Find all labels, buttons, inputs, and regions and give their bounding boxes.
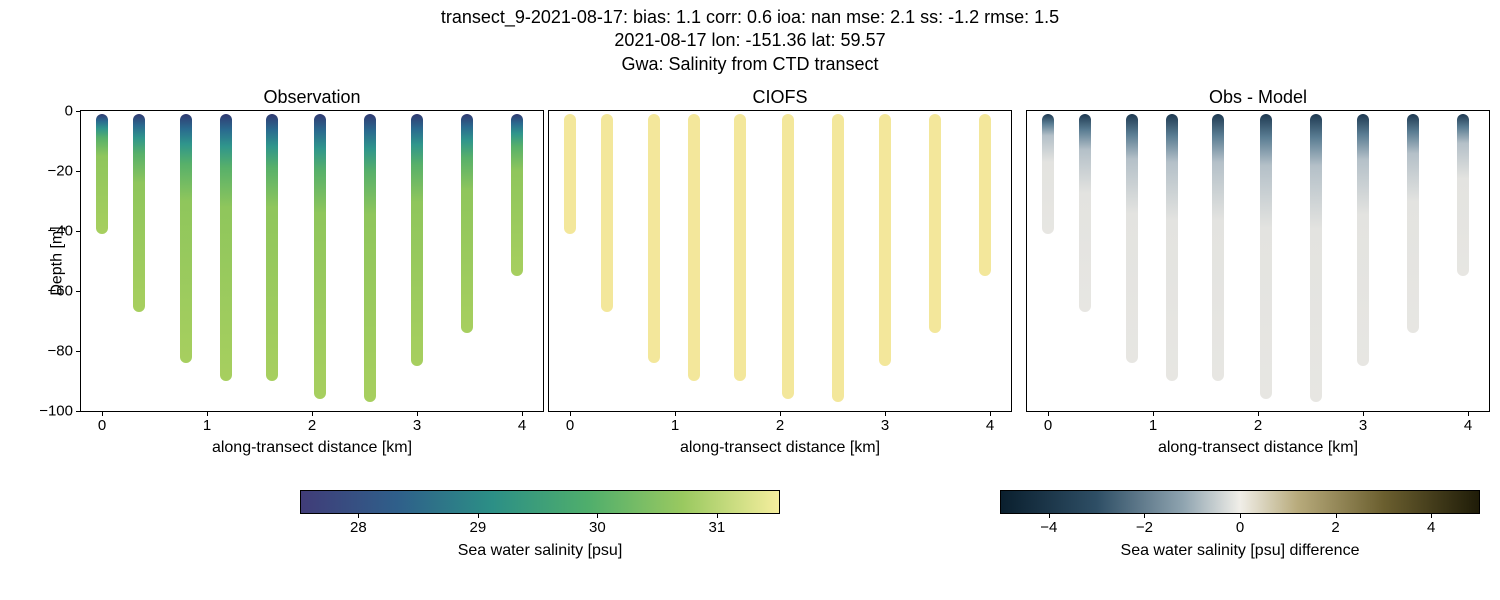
profile-bar xyxy=(1260,114,1272,399)
y-tick-mark xyxy=(76,171,81,172)
profile-bar xyxy=(1126,114,1138,363)
x-axis-label: along-transect distance [km] xyxy=(81,411,543,457)
panel-title: CIOFS xyxy=(549,87,1011,108)
profile-bar xyxy=(601,114,613,312)
title-line-2: 2021-08-17 lon: -151.36 lat: 59.57 xyxy=(0,29,1500,52)
profile-bar xyxy=(461,114,473,333)
colorbar-tick-mark xyxy=(1431,513,1432,518)
colorbar-tick-mark xyxy=(1240,513,1241,518)
profile-bar xyxy=(364,114,376,402)
profile-bar xyxy=(1042,114,1054,234)
chart-title-block: transect_9-2021-08-17: bias: 1.1 corr: 0… xyxy=(0,0,1500,76)
title-line-1: transect_9-2021-08-17: bias: 1.1 corr: 0… xyxy=(0,6,1500,29)
title-line-3: Gwa: Salinity from CTD transect xyxy=(0,53,1500,76)
y-tick-mark xyxy=(76,351,81,352)
panel-title: Obs - Model xyxy=(1027,87,1489,108)
x-axis-label: along-transect distance [km] xyxy=(549,411,1011,457)
y-tick-mark xyxy=(76,111,81,112)
colorbar-tick-mark xyxy=(1144,513,1145,518)
colorbar-tick-mark xyxy=(597,513,598,518)
profile-bar xyxy=(734,114,746,381)
profile-bar xyxy=(1457,114,1469,276)
x-axis-label: along-transect distance [km] xyxy=(1027,411,1489,457)
profile-bar xyxy=(133,114,145,312)
panel-obs: Observation0−20−40−60−80−100Depth [m]012… xyxy=(80,110,544,412)
profile-bar xyxy=(1310,114,1322,402)
profile-bar xyxy=(832,114,844,402)
profile-bar xyxy=(96,114,108,234)
profile-bar xyxy=(511,114,523,276)
profile-bar xyxy=(1212,114,1224,381)
colorbar-difference: −4−2024 Sea water salinity [psu] differe… xyxy=(1000,490,1480,560)
profile-bar xyxy=(180,114,192,363)
panel-title: Observation xyxy=(81,87,543,108)
colorbar-difference-bar: −4−2024 xyxy=(1000,490,1480,514)
profile-bar xyxy=(1407,114,1419,333)
colorbar-tick-mark xyxy=(1049,513,1050,518)
panel-model: CIOFS01234along-transect distance [km] xyxy=(548,110,1012,412)
colorbar-tick-mark xyxy=(717,513,718,518)
colorbar-salinity: 28293031 Sea water salinity [psu] xyxy=(300,490,780,560)
profile-bar xyxy=(411,114,423,366)
profile-bar xyxy=(1166,114,1178,381)
y-tick-label: −100 xyxy=(39,403,81,420)
profile-bar xyxy=(1079,114,1091,312)
profile-bar xyxy=(220,114,232,381)
y-axis-label: Depth [m] xyxy=(49,226,67,295)
profile-bar xyxy=(648,114,660,363)
profile-bar xyxy=(782,114,794,399)
profile-bar xyxy=(1357,114,1369,366)
colorbar-tick-mark xyxy=(358,513,359,518)
profile-bar xyxy=(979,114,991,276)
y-tick-mark xyxy=(76,291,81,292)
profile-bar xyxy=(314,114,326,399)
profile-bar xyxy=(266,114,278,381)
profile-bar xyxy=(929,114,941,333)
colorbar-salinity-bar: 28293031 xyxy=(300,490,780,514)
profile-bar xyxy=(564,114,576,234)
profile-bar xyxy=(688,114,700,381)
colorbar-tick-mark xyxy=(1336,513,1337,518)
y-tick-mark xyxy=(76,231,81,232)
panel-diff: Obs - Model01234along-transect distance … xyxy=(1026,110,1490,412)
colorbar-tick-mark xyxy=(478,513,479,518)
panels-row: Observation0−20−40−60−80−100Depth [m]012… xyxy=(80,110,1490,412)
profile-bar xyxy=(879,114,891,366)
